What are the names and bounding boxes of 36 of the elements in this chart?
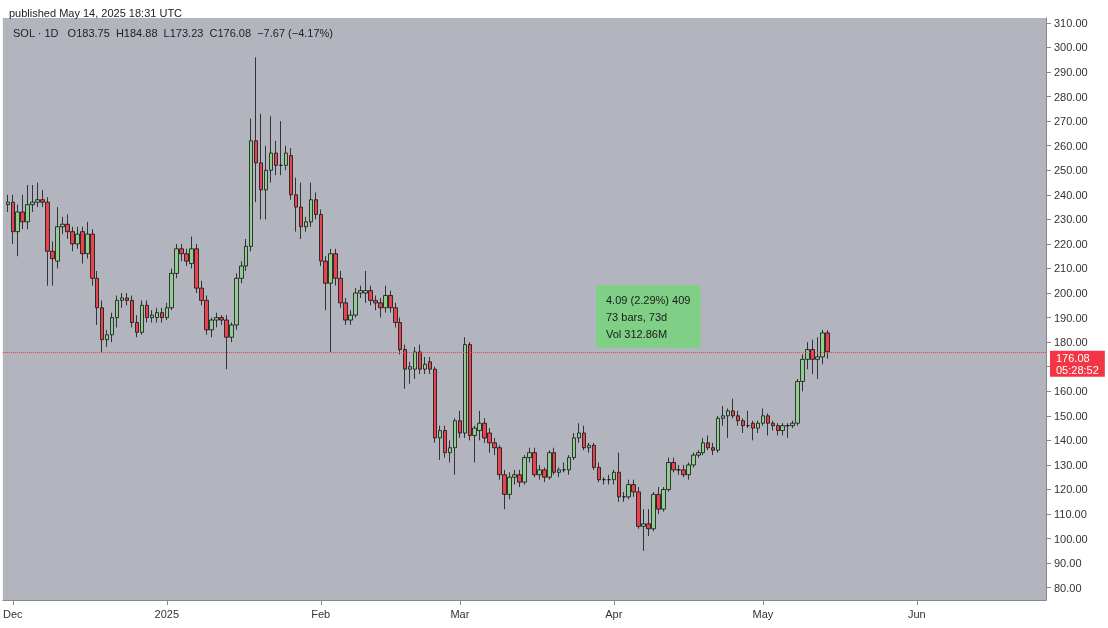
y-tick-label: 310.00 [1054, 16, 1088, 29]
x-tick-label: 2025 [154, 607, 180, 620]
annotation: 4.09 (2.29%) 409 73 bars, 73d Vol 312.86M [606, 293, 691, 340]
x-tick-label: Apr [605, 607, 623, 620]
x-tick-label: May [752, 607, 774, 620]
y-tick-label: 120.00 [1054, 483, 1088, 496]
y-tick-label: 100.00 [1054, 532, 1088, 545]
y-tick-label: 260.00 [1054, 139, 1088, 152]
text: 05:28:52 [1056, 363, 1099, 376]
x-tick-label: Feb [311, 607, 331, 620]
x-tick-label: Jun [907, 607, 926, 620]
y-tick-label: 240.00 [1054, 188, 1088, 201]
candlestick [602, 476, 606, 485]
y-tick-label: 300.00 [1054, 41, 1088, 54]
text: SOL · 1D O183.75 H184.88 L173.23 C176.08 −7.67 (−4.17%) [13, 26, 334, 39]
ref-line-label: 176.08 [1056, 351, 1090, 364]
y-tick-label: 80.00 [1054, 581, 1082, 594]
y-tick-label: 250.00 [1054, 164, 1088, 177]
y-tick-label: 90.00 [1054, 557, 1082, 570]
y-tick-label: 140.00 [1054, 434, 1088, 447]
y-tick-label: 150.00 [1054, 409, 1088, 422]
y-tick-label: 220.00 [1054, 237, 1088, 250]
y-tick-label: 180.00 [1054, 336, 1088, 349]
y-tick-label: 160.00 [1054, 385, 1088, 398]
chart-title: published May 14, 2025 18:31 UTC [9, 6, 183, 19]
x-tick-label: Dec [3, 607, 24, 620]
x-tick-label: Mar [450, 607, 470, 620]
y-tick-label: 110.00 [1054, 508, 1087, 521]
y-tick-label: 200.00 [1054, 287, 1088, 300]
y-tick-label: 210.00 [1054, 262, 1088, 275]
y-tick-label: 280.00 [1054, 90, 1088, 103]
y-tick-label: 190.00 [1054, 311, 1088, 324]
y-tick-label: 290.00 [1054, 66, 1088, 79]
y-tick-label: 130.00 [1054, 458, 1088, 471]
y-tick-label: 230.00 [1054, 213, 1088, 226]
y-tick-label: 270.00 [1054, 115, 1088, 128]
